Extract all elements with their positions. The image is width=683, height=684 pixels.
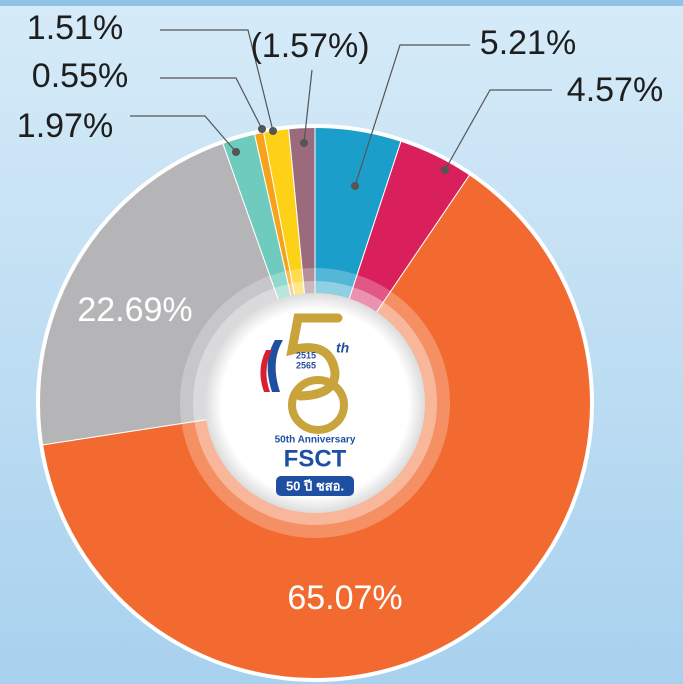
data-label: 1.97% xyxy=(17,107,113,145)
leader-dot xyxy=(269,127,277,135)
logo-text: 50th Anniversary xyxy=(275,435,356,446)
leader-line xyxy=(354,44,470,187)
logo-zero xyxy=(288,376,348,434)
leader-dot xyxy=(300,139,308,147)
data-label: (1.57%) xyxy=(250,27,369,65)
leader-line xyxy=(160,77,263,130)
logo-text: 2565 xyxy=(296,360,316,370)
data-label: 0.55% xyxy=(32,57,128,95)
logo-text: 50 ปี ชสอ. xyxy=(286,478,344,493)
pie-border xyxy=(36,124,594,682)
logo-text: 2515 xyxy=(296,350,316,360)
logo-flag-red xyxy=(260,350,272,392)
leader-dot xyxy=(232,148,240,156)
data-label: 5.21% xyxy=(480,24,576,62)
logo-text: FSCT xyxy=(284,445,347,472)
labels: 5.21% 4.57% 65.07% 22.69% 1.97% 0.55% 1.51% (1.… xyxy=(17,9,663,617)
leader-dot xyxy=(258,125,266,133)
data-label: 4.57% xyxy=(567,71,663,109)
data-label: 65.07% xyxy=(287,579,402,617)
logo-badge xyxy=(276,476,354,496)
leader-dot xyxy=(351,182,359,190)
top-strip xyxy=(0,0,683,6)
leader-line xyxy=(130,115,237,153)
leader-line xyxy=(160,29,274,132)
leader-line xyxy=(444,89,552,171)
leader-dot xyxy=(441,166,449,174)
logo-text: th xyxy=(336,340,349,356)
logo-five xyxy=(286,313,343,401)
data-label: 22.69% xyxy=(77,291,192,329)
data-label: 1.51% xyxy=(27,9,123,47)
logo-flag xyxy=(267,340,283,392)
leader-line xyxy=(303,69,313,144)
hole xyxy=(205,293,425,513)
